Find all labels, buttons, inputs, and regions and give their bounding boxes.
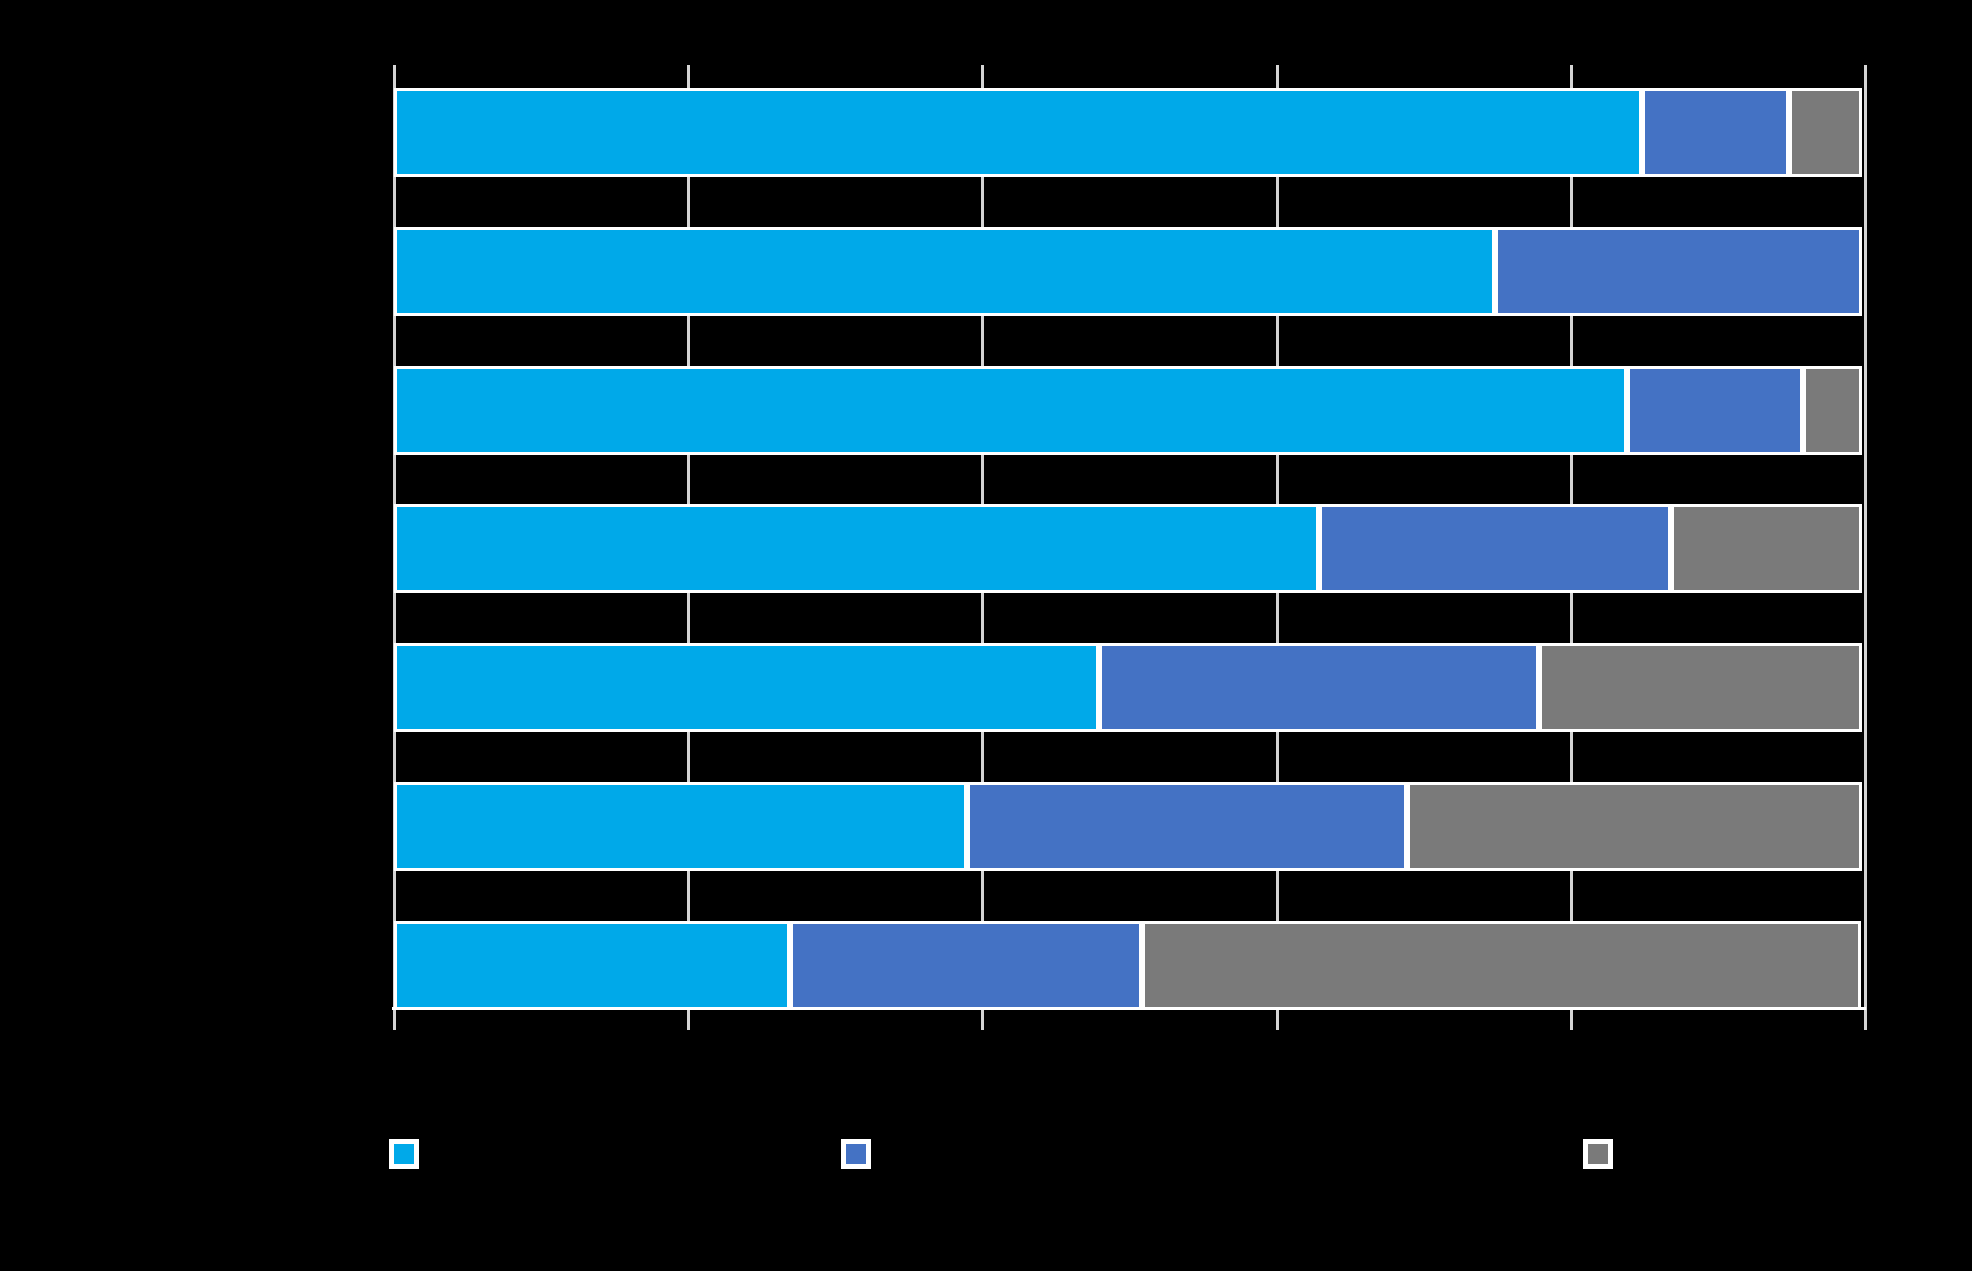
bar-segment-blue-series — [1642, 88, 1789, 177]
bar-segment-blue-series — [1319, 504, 1671, 593]
bar-row — [394, 921, 1861, 1010]
legend-blue-swatch-fill — [846, 1144, 866, 1164]
bar-segment-gray-series — [1803, 366, 1862, 455]
bar-segment-gray-series — [1671, 504, 1862, 593]
bar-row — [394, 366, 1862, 455]
bar-segment-gray-series — [1142, 921, 1861, 1010]
legend-gray-swatch-fill — [1588, 1144, 1608, 1164]
x-gridline — [1864, 65, 1867, 1030]
bar-segment-blue-series — [1495, 227, 1862, 316]
bar-segment-cyan-series — [394, 366, 1627, 455]
bar-segment-cyan-series — [394, 88, 1642, 177]
bar-row — [394, 643, 1862, 732]
bar-segment-gray-series — [1407, 782, 1862, 871]
bar-row — [394, 88, 1862, 177]
bar-segment-cyan-series — [394, 921, 790, 1010]
bar-segment-blue-series — [1627, 366, 1803, 455]
legend-gray-swatch — [1583, 1139, 1613, 1169]
bar-segment-gray-series — [1539, 643, 1862, 732]
bar-row — [394, 782, 1862, 871]
bar-segment-cyan-series — [394, 504, 1319, 593]
bar-segment-gray-series — [1789, 88, 1862, 177]
legend-cyan-swatch — [389, 1139, 419, 1169]
legend-cyan-swatch-fill — [394, 1144, 414, 1164]
bar-segment-cyan-series — [394, 643, 1099, 732]
bar-segment-cyan-series — [394, 227, 1495, 316]
bar-segment-blue-series — [1099, 643, 1539, 732]
bar-segment-blue-series — [790, 921, 1142, 1010]
legend-blue-swatch — [841, 1139, 871, 1169]
bar-segment-blue-series — [967, 782, 1407, 871]
bar-row — [394, 227, 1862, 316]
bar-segment-cyan-series — [394, 782, 967, 871]
bar-row — [394, 504, 1862, 593]
